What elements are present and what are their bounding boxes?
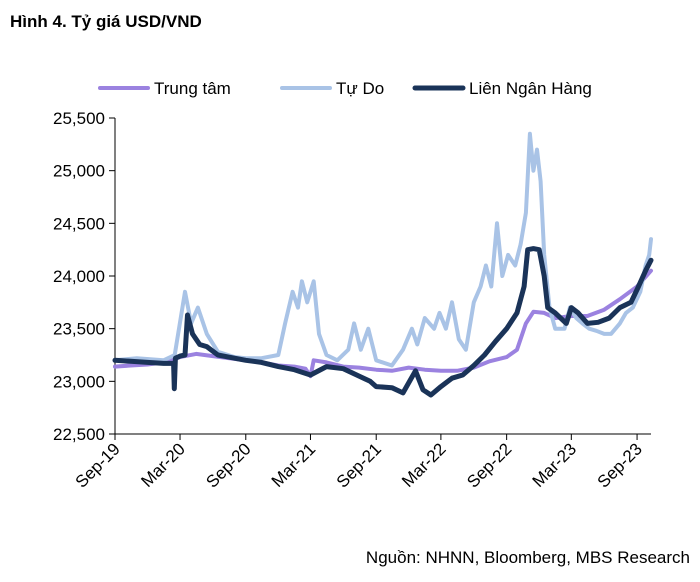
x-tick-label: Mar-21 bbox=[268, 439, 320, 491]
series-line-3 bbox=[112, 246, 654, 398]
legend-label: Tự Do bbox=[336, 79, 384, 98]
y-tick-label: 23,500 bbox=[53, 320, 105, 339]
series-line-2 bbox=[113, 131, 653, 368]
x-tick-label: Mar-20 bbox=[137, 439, 189, 491]
x-axis: Sep-19 Mar-20 Sep-20 Mar-21 Sep-21 Mar-22 Sep-… bbox=[72, 433, 651, 492]
series-line-1 bbox=[113, 268, 653, 379]
x-tick-label: Sep-20 bbox=[202, 439, 254, 491]
y-tick-label: 24,000 bbox=[53, 267, 105, 286]
y-tick-label: 24,500 bbox=[53, 214, 105, 233]
x-tick-label: Mar-23 bbox=[529, 439, 581, 491]
x-tick-label: Sep-23 bbox=[594, 439, 646, 491]
y-tick-label: 25,000 bbox=[53, 162, 105, 181]
x-tick-label: Sep-19 bbox=[72, 439, 124, 491]
y-axis: 22,500 23,000 23,500 24,000 24,500 25,000 25,5… bbox=[53, 109, 116, 444]
chart-title: Hình 4. Tỷ giá USD/VND bbox=[10, 12, 202, 31]
legend-label: Trung tâm bbox=[154, 79, 231, 98]
y-tick-label: 22,500 bbox=[53, 425, 105, 444]
x-tick-label: Sep-22 bbox=[463, 439, 515, 491]
legend: Trung tâm Tự Do Liên Ngân Hàng bbox=[98, 79, 592, 98]
series-lines bbox=[112, 131, 654, 398]
legend-label: Liên Ngân Hàng bbox=[469, 79, 592, 98]
source-note: Nguồn: NHNN, Bloomberg, MBS Research bbox=[365, 548, 690, 567]
y-tick-label: 25,500 bbox=[53, 109, 105, 128]
x-tick-label: Mar-22 bbox=[398, 439, 450, 491]
y-tick-label: 23,000 bbox=[53, 372, 105, 391]
x-tick-label: Sep-21 bbox=[333, 439, 385, 491]
